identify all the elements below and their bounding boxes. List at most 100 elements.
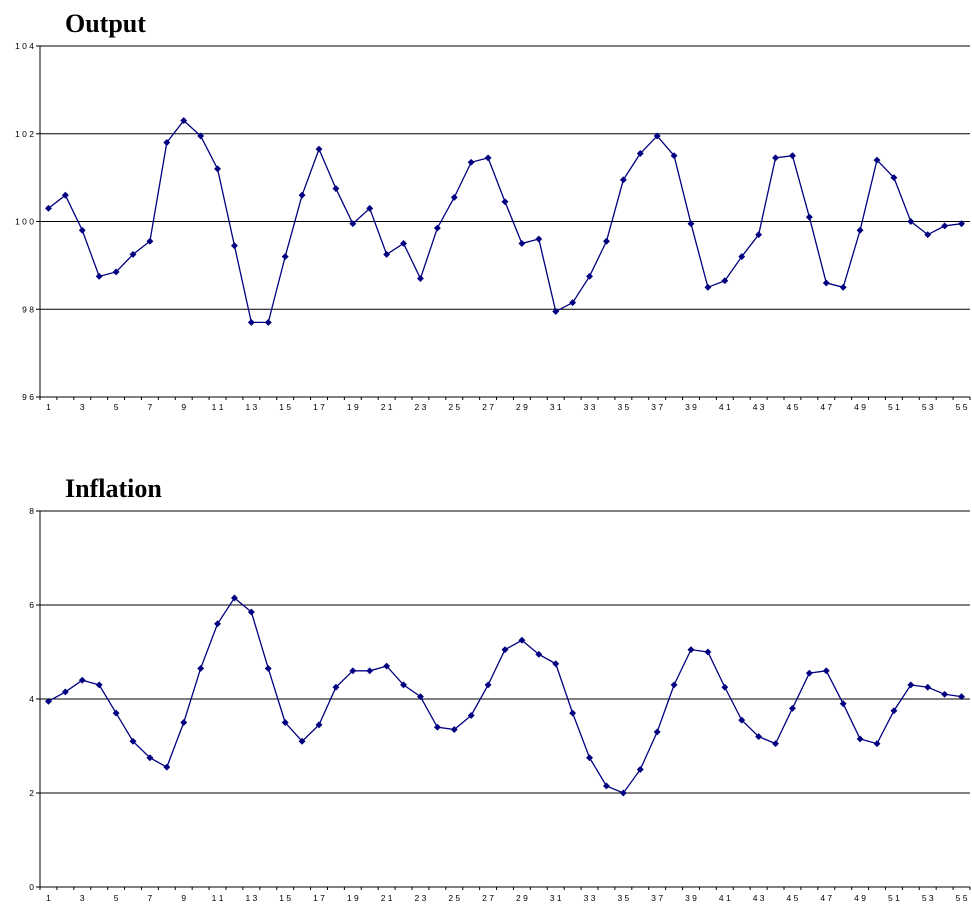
output-data-point xyxy=(738,253,746,261)
inflation-chart-gridlines xyxy=(40,510,970,794)
output-data-point xyxy=(721,277,729,285)
inflation-data-point xyxy=(467,711,475,720)
inflation-x-tick-label: 4 1 xyxy=(719,893,731,903)
inflation-x-tick-label: 4 3 xyxy=(753,893,765,903)
output-chart-gridlines xyxy=(40,45,970,310)
inflation-data-point xyxy=(416,693,425,701)
output-data-point xyxy=(44,204,53,212)
inflation-x-tick-label: 1 1 xyxy=(212,893,224,903)
output-x-tick-label: 9 xyxy=(181,402,186,412)
output-data-point xyxy=(907,217,915,226)
output-data-point xyxy=(281,253,289,261)
inflation-x-tick-label: 7 xyxy=(148,893,153,903)
inflation-data-point xyxy=(264,664,272,673)
inflation-data-point xyxy=(873,740,881,748)
output-data-point xyxy=(941,222,949,230)
output-data-point xyxy=(112,268,120,276)
inflation-x-tick-label: 5 xyxy=(114,893,119,903)
output-data-point xyxy=(298,191,306,199)
output-x-tick-label: 1 3 xyxy=(245,402,257,412)
inflation-data-point xyxy=(653,728,661,736)
output-data-point xyxy=(602,237,611,245)
output-data-point xyxy=(518,239,526,247)
inflation-data-point xyxy=(755,733,763,741)
output-data-point xyxy=(670,152,678,160)
output-data-point xyxy=(755,231,763,239)
inflation-x-tick-label: 2 1 xyxy=(381,893,393,903)
output-data-point xyxy=(653,132,661,140)
inflation-data-point xyxy=(619,789,627,797)
output-data-point xyxy=(467,158,475,166)
output-x-tick-label: 2 9 xyxy=(516,402,528,412)
inflation-x-tick-label: 5 1 xyxy=(888,893,900,903)
inflation-data-point xyxy=(484,681,492,689)
output-data-point xyxy=(771,154,780,162)
output-x-tick-label: 7 xyxy=(148,402,153,412)
inflation-data-point xyxy=(636,765,644,774)
inflation-x-tick-label: 3 xyxy=(80,893,85,903)
output-data-point xyxy=(399,239,408,247)
output-data-point xyxy=(924,231,932,239)
inflation-x-tick-label: 9 xyxy=(181,893,186,903)
inflation-data-point xyxy=(230,594,239,602)
output-x-tick-label: 1 5 xyxy=(279,402,291,412)
output-data-point xyxy=(180,117,188,125)
output-chart-series xyxy=(44,117,966,326)
inflation-x-tick-label: 5 3 xyxy=(922,893,934,903)
inflation-x-tick-label: 5 5 xyxy=(956,893,968,903)
inflation-chart-series xyxy=(44,594,966,797)
output-x-tick-label: 5 1 xyxy=(888,402,900,412)
inflation-x-tick-label: 1 5 xyxy=(279,893,291,903)
inflation-data-point xyxy=(941,690,949,698)
output-data-point xyxy=(856,226,864,234)
output-x-tick-label: 2 5 xyxy=(448,402,460,412)
inflation-x-tick-label: 2 5 xyxy=(448,893,460,903)
inflation-x-tick-label: 1 xyxy=(46,893,51,903)
inflation-data-point xyxy=(383,662,391,670)
inflation-data-point xyxy=(501,646,509,654)
output-data-point xyxy=(501,198,509,206)
inflation-data-point xyxy=(552,660,560,668)
inflation-series-line xyxy=(48,596,962,794)
output-data-point xyxy=(450,193,458,201)
output-x-tick-label: 4 1 xyxy=(719,402,731,412)
inflation-data-point xyxy=(129,737,137,745)
output-x-tick-label: 2 7 xyxy=(482,402,494,412)
output-x-tick-label: 3 3 xyxy=(584,402,596,412)
inflation-chart-y-axis: 0 2 4 6 8 xyxy=(29,506,41,892)
inflation-data-point xyxy=(399,681,408,689)
inflation-data-point xyxy=(602,782,611,790)
output-data-point xyxy=(569,299,577,307)
inflation-data-point xyxy=(535,650,543,658)
inflation-x-tick-label: 3 5 xyxy=(617,893,629,903)
inflation-data-point xyxy=(112,709,120,717)
inflation-data-point xyxy=(704,648,712,656)
output-data-point xyxy=(247,318,255,326)
inflation-y-tick-label: 2 xyxy=(29,788,34,798)
output-data-point xyxy=(146,237,154,245)
output-y-tick-label: 1 0 0 xyxy=(15,217,34,227)
output-data-point xyxy=(619,176,627,184)
output-data-point xyxy=(704,283,712,291)
inflation-data-point xyxy=(197,664,205,673)
output-data-point xyxy=(78,226,86,234)
output-data-point xyxy=(822,279,830,287)
inflation-x-tick-label: 1 9 xyxy=(347,893,359,903)
inflation-x-tick-label: 3 7 xyxy=(651,893,663,903)
output-data-point xyxy=(636,149,644,158)
output-data-point xyxy=(366,204,374,212)
output-x-tick-label: 3 9 xyxy=(685,402,697,412)
output-data-point xyxy=(416,274,425,283)
output-x-tick-label: 2 1 xyxy=(381,402,393,412)
output-data-point xyxy=(213,165,222,173)
inflation-data-point xyxy=(78,676,86,684)
inflation-data-point xyxy=(247,608,255,616)
output-x-tick-label: 1 9 xyxy=(347,402,359,412)
output-x-tick-label: 2 3 xyxy=(415,402,427,412)
output-x-tick-label: 4 9 xyxy=(854,402,866,412)
inflation-x-tick-label: 3 3 xyxy=(584,893,596,903)
